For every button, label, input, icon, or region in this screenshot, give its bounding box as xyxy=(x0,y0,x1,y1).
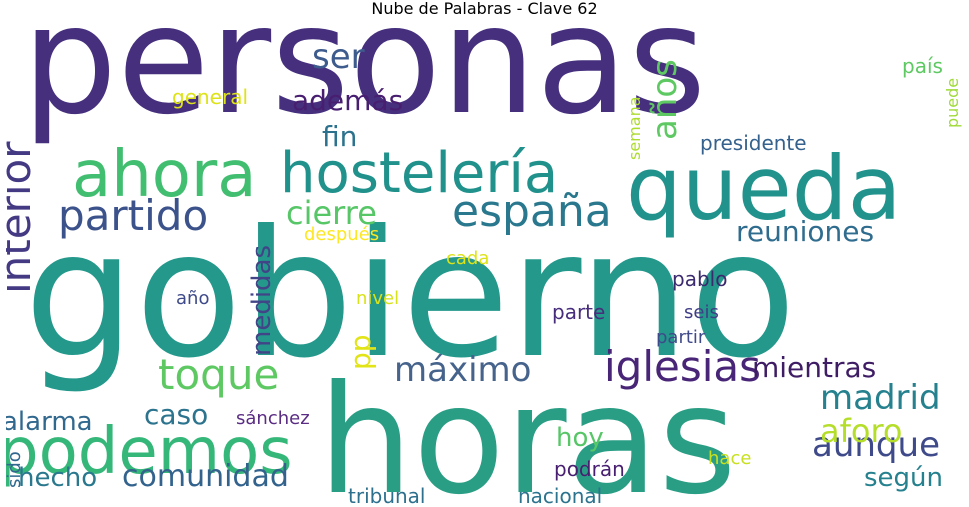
cloud-word: podemos xyxy=(6,415,293,489)
cloud-word: según xyxy=(864,463,943,493)
cloud-word: general xyxy=(172,85,248,109)
cloud-word: cierre xyxy=(286,194,377,232)
cloud-word: madrid xyxy=(820,378,941,418)
cloud-word: alarma xyxy=(6,407,93,437)
cloud-word: presidente xyxy=(700,131,807,155)
cloud-word: puede xyxy=(943,78,962,128)
figure-title: Nube de Palabras - Clave 62 xyxy=(371,0,598,18)
cloud-word: semana xyxy=(625,96,644,160)
cloud-word: pp xyxy=(344,334,377,370)
cloud-word: además xyxy=(292,84,403,117)
cloud-word: caso xyxy=(144,398,208,431)
cloud-word: comunidad xyxy=(122,459,289,494)
cloud-word: reuniones xyxy=(736,215,874,248)
cloud-word: nacional xyxy=(518,484,602,507)
cloud-word: horas xyxy=(318,354,737,507)
cloud-word: país xyxy=(902,54,943,78)
cloud-word: sido xyxy=(6,451,25,488)
cloud-word: gobierno xyxy=(24,194,796,397)
cloud-word: toque xyxy=(158,350,279,399)
cloud-word: seis xyxy=(684,302,719,323)
cloud-word: hecho xyxy=(18,463,97,493)
cloud-word: personas xyxy=(22,20,706,148)
cloud-word: mientras xyxy=(752,351,876,384)
cloud-word: cada xyxy=(446,248,489,269)
cloud-word: pablo xyxy=(672,267,727,291)
cloud-word: iglesias xyxy=(604,342,761,391)
cloud-word: españa xyxy=(452,186,612,237)
cloud-word: queda xyxy=(626,137,902,240)
cloud-word: año xyxy=(176,288,209,309)
cloud-word: hace xyxy=(708,448,751,469)
cloud-word: hoy xyxy=(556,423,604,453)
cloud-word: ahora xyxy=(72,138,256,212)
cloud-word: nivel xyxy=(356,288,399,309)
cloud-word: medidas xyxy=(247,245,277,356)
cloud-word: interior xyxy=(6,141,40,294)
cloud-word: máximo xyxy=(394,350,531,390)
cloud-word: partir xyxy=(656,327,706,348)
cloud-word: hostelería xyxy=(280,141,558,206)
cloud-word: ser xyxy=(312,37,365,77)
cloud-word: después xyxy=(304,224,379,245)
cloud-word: aunque xyxy=(812,425,940,465)
cloud-word: años xyxy=(645,59,685,140)
cloud-word: partido xyxy=(58,191,208,240)
cloud-word: aforo xyxy=(820,412,902,450)
cloud-word: fin xyxy=(322,120,357,153)
cloud-word: parte xyxy=(552,300,605,324)
cloud-word: tribunal xyxy=(348,484,425,507)
cloud-word: podrán xyxy=(554,457,625,481)
cloud-word: sánchez xyxy=(236,408,310,429)
